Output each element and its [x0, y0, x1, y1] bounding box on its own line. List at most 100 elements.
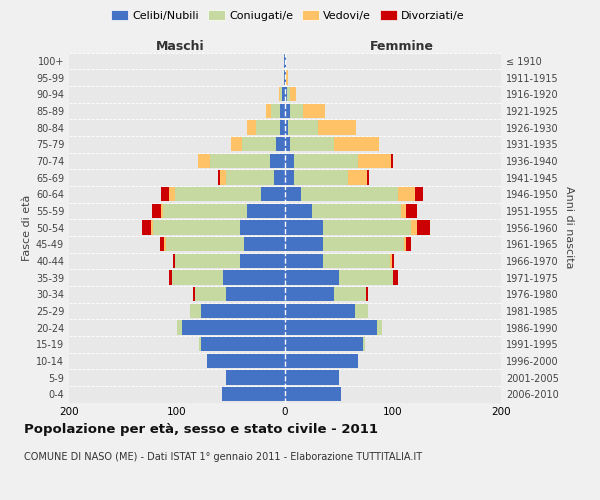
Bar — [161, 187, 169, 202]
Bar — [323, 220, 412, 234]
Bar — [285, 320, 377, 334]
Bar — [247, 204, 285, 218]
Bar — [163, 204, 247, 218]
Bar — [244, 237, 285, 252]
Bar — [161, 204, 163, 218]
Bar — [406, 237, 412, 252]
Bar — [164, 237, 166, 252]
Bar — [239, 254, 285, 268]
Bar — [290, 87, 296, 102]
Bar — [285, 287, 334, 301]
Bar — [390, 254, 392, 268]
Bar — [286, 70, 288, 85]
Bar — [201, 304, 285, 318]
Bar — [285, 120, 288, 134]
Bar — [226, 287, 285, 301]
Bar — [280, 120, 285, 134]
Bar — [193, 287, 196, 301]
Bar — [285, 170, 293, 184]
Bar — [358, 154, 391, 168]
Bar — [242, 137, 277, 152]
Bar — [282, 87, 285, 102]
Bar — [334, 137, 379, 152]
Bar — [169, 187, 175, 202]
Bar — [218, 170, 220, 184]
Bar — [207, 354, 285, 368]
Bar — [334, 287, 366, 301]
Bar — [285, 204, 312, 218]
Bar — [288, 120, 319, 134]
Bar — [323, 237, 404, 252]
Bar — [285, 270, 339, 284]
Bar — [404, 237, 406, 252]
Bar — [280, 104, 285, 118]
Bar — [406, 204, 417, 218]
Bar — [196, 287, 226, 301]
Bar — [323, 254, 390, 268]
Bar — [312, 204, 401, 218]
Bar — [285, 154, 293, 168]
Bar — [169, 270, 172, 284]
Bar — [247, 120, 256, 134]
Bar — [415, 187, 423, 202]
Text: Maschi: Maschi — [155, 40, 205, 52]
Bar — [393, 270, 398, 284]
Bar — [285, 187, 301, 202]
Bar — [391, 154, 393, 168]
Bar — [270, 154, 285, 168]
Bar — [152, 204, 161, 218]
Bar — [220, 170, 226, 184]
Bar — [290, 137, 334, 152]
Bar — [285, 70, 286, 85]
Bar — [197, 154, 211, 168]
Bar — [284, 70, 285, 85]
Bar — [285, 54, 286, 68]
Bar — [277, 137, 285, 152]
Bar — [319, 120, 356, 134]
Legend: Celibi/Nubili, Coniugati/e, Vedovi/e, Divorziati/e: Celibi/Nubili, Coniugati/e, Vedovi/e, Di… — [107, 6, 469, 25]
Bar — [285, 137, 290, 152]
Bar — [284, 54, 285, 68]
Bar — [363, 337, 365, 351]
Bar — [151, 220, 153, 234]
Bar — [285, 304, 355, 318]
Bar — [239, 220, 285, 234]
Bar — [199, 337, 201, 351]
Bar — [392, 254, 394, 268]
Bar — [377, 320, 382, 334]
Bar — [285, 104, 290, 118]
Bar — [211, 154, 270, 168]
Bar — [274, 170, 285, 184]
Bar — [366, 287, 368, 301]
Bar — [226, 370, 285, 384]
Bar — [285, 254, 323, 268]
Bar — [175, 254, 239, 268]
Bar — [285, 387, 341, 401]
Bar — [271, 104, 280, 118]
Bar — [223, 387, 285, 401]
Bar — [175, 187, 261, 202]
Bar — [182, 320, 285, 334]
Bar — [223, 270, 285, 284]
Bar — [347, 170, 367, 184]
Bar — [201, 337, 285, 351]
Y-axis label: Fasce di età: Fasce di età — [22, 194, 32, 260]
Bar — [256, 120, 280, 134]
Bar — [173, 254, 175, 268]
Text: COMUNE DI NASO (ME) - Dati ISTAT 1° gennaio 2011 - Elaborazione TUTTITALIA.IT: COMUNE DI NASO (ME) - Dati ISTAT 1° genn… — [24, 452, 422, 462]
Bar — [285, 220, 323, 234]
Bar — [285, 237, 323, 252]
Bar — [160, 237, 164, 252]
Bar — [142, 220, 151, 234]
Bar — [301, 187, 398, 202]
Bar — [290, 104, 304, 118]
Bar — [287, 87, 290, 102]
Bar — [285, 337, 363, 351]
Bar — [166, 237, 244, 252]
Bar — [285, 354, 358, 368]
Bar — [190, 304, 201, 318]
Bar — [261, 187, 285, 202]
Bar — [339, 270, 393, 284]
Bar — [355, 304, 368, 318]
Bar — [172, 270, 223, 284]
